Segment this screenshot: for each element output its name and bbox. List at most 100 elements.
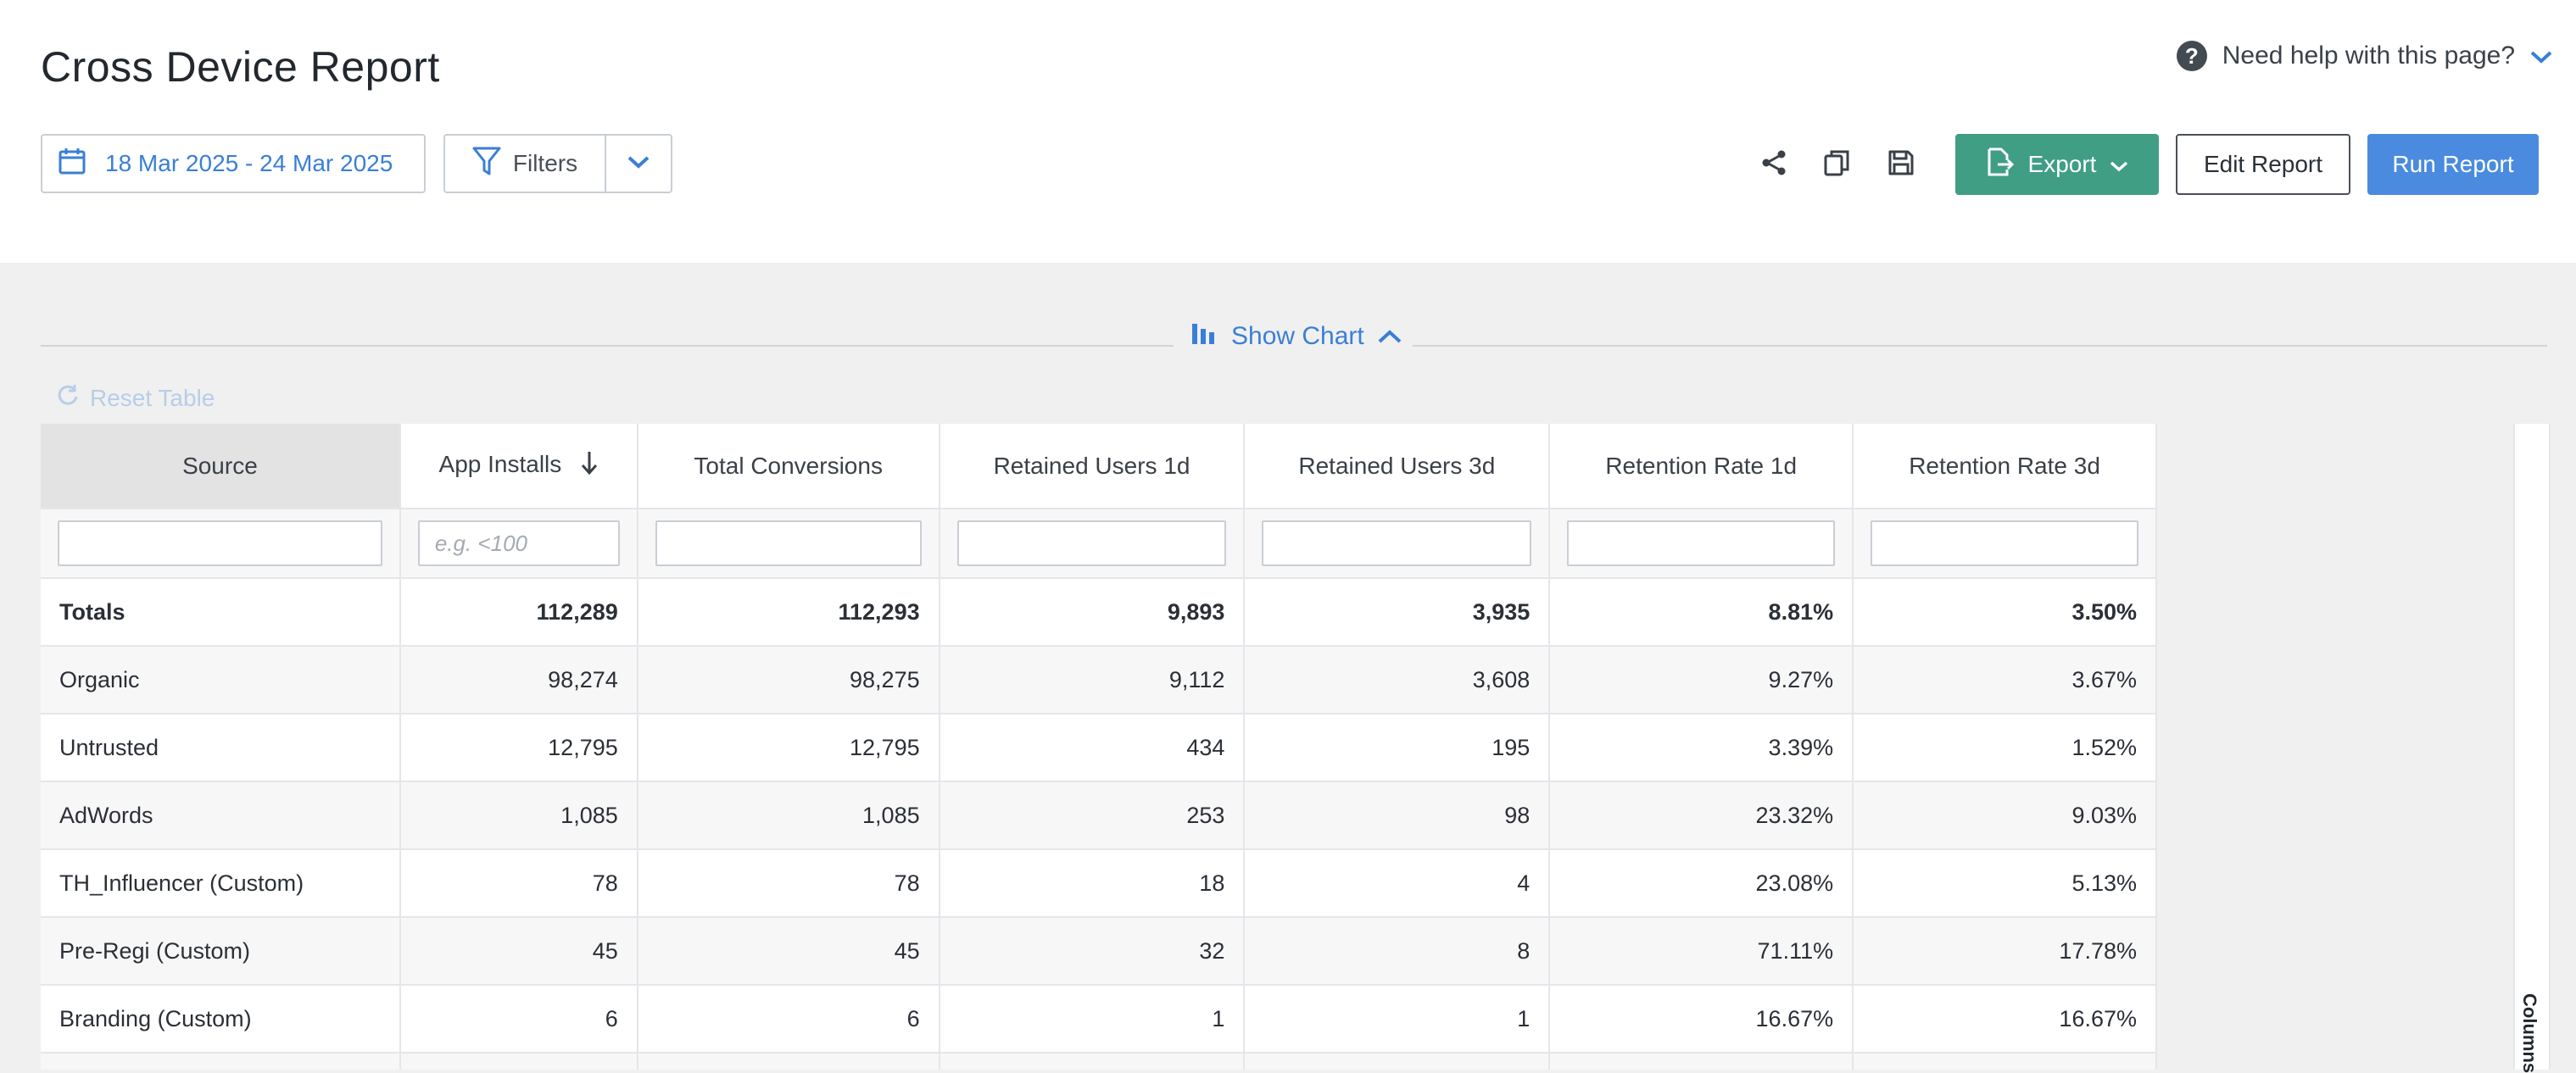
column-header-label: Retention Rate 1d [1605, 452, 1798, 479]
table-cell: 98 [1244, 781, 1551, 850]
reset-table-label: Reset Table [90, 384, 215, 411]
edit-report-button[interactable]: Edit Report [2176, 134, 2350, 195]
filter-icon [472, 146, 501, 182]
table-cell: 45 [399, 917, 638, 986]
export-file-icon [1986, 147, 2015, 183]
table-cell: 1 [939, 985, 1246, 1054]
column-header-label: Retained Users 3d [1298, 452, 1496, 479]
table-row[interactable] [41, 1053, 2157, 1070]
divider [41, 345, 1174, 347]
table-cell: 3.67% [1853, 646, 2157, 714]
retained-users-3d-filter-input[interactable] [1262, 520, 1532, 566]
table-cell: 71.11% [1549, 917, 1854, 986]
column-header-retention-rate-3d[interactable]: Retention Rate 3d [1853, 424, 2157, 509]
table-cell: 4 [1244, 849, 1551, 918]
table-cell: 23.32% [1549, 781, 1854, 850]
table-row[interactable]: Branding (Custom) 6 6 1 1 16.67% 16.67% [41, 985, 2157, 1054]
table-cell [637, 1053, 940, 1070]
date-range-picker[interactable]: 18 Mar 2025 - 24 Mar 2025 [41, 134, 426, 193]
table-cell: 9,112 [939, 646, 1246, 714]
retained-users-1d-filter-input[interactable] [956, 520, 1227, 566]
table-cell: Pre-Regi (Custom) [41, 917, 401, 986]
table-cell: 23.08% [1549, 849, 1854, 918]
chevron-up-icon [1378, 322, 1402, 351]
column-header-retained-users-1d[interactable]: Retained Users 1d [939, 424, 1246, 509]
table-cell: 9.27% [1549, 646, 1854, 714]
column-header-app-installs[interactable]: App Installs [399, 424, 638, 509]
table-cell: 195 [1244, 714, 1551, 782]
chevron-down-icon [2110, 151, 2128, 178]
total-conversions-filter-input[interactable] [655, 520, 922, 566]
reset-table-button[interactable]: Reset Table [56, 383, 215, 413]
table-cell: 12,795 [637, 714, 940, 782]
app-installs-filter-input[interactable] [417, 520, 620, 566]
table-cell: 12,795 [399, 714, 638, 782]
help-text: Need help with this page? [2222, 42, 2515, 69]
column-header-label: Total Conversions [694, 452, 883, 479]
table-cell: 1 [1244, 985, 1551, 1054]
table-cell: 3.50% [1853, 578, 2157, 647]
column-header-total-conversions[interactable]: Total Conversions [637, 424, 940, 509]
table-cell: 3,935 [1244, 578, 1551, 647]
table-row[interactable]: TH_Influencer (Custom) 78 78 18 4 23.08%… [41, 849, 2157, 918]
table-cell: Totals [41, 578, 401, 647]
table-row[interactable]: Organic 98,274 98,275 9,112 3,608 9.27% … [41, 646, 2157, 714]
table-cell [1853, 1053, 2157, 1070]
table-cell [41, 1053, 401, 1070]
run-report-button[interactable]: Run Report [2367, 134, 2539, 195]
divider [1413, 345, 2547, 347]
columns-label: Columns [2519, 993, 2540, 1073]
table-row[interactable]: Untrusted 12,795 12,795 434 195 3.39% 1.… [41, 714, 2157, 782]
duplicate-icon[interactable] [1820, 146, 1854, 180]
bar-chart-icon [1190, 320, 1218, 353]
share-icon[interactable] [1757, 146, 1791, 180]
show-chart-toggle[interactable]: Show Chart [1190, 320, 1402, 353]
source-filter-input[interactable] [58, 520, 382, 566]
table-cell: 6 [637, 985, 940, 1054]
table-cell: Untrusted [41, 714, 401, 782]
table-cell: 5.13% [1853, 849, 2157, 918]
table-cell [1549, 1053, 1854, 1070]
filters-dropdown-button[interactable] [606, 134, 672, 193]
table-row[interactable]: AdWords 1,085 1,085 253 98 23.32% 9.03% [41, 781, 2157, 850]
chevron-down-icon [627, 155, 650, 173]
table-cell: 78 [399, 849, 638, 918]
column-header-source[interactable]: Source [41, 424, 401, 509]
table-cell: 1,085 [399, 781, 638, 850]
filters-button[interactable]: Filters [443, 134, 606, 193]
help-toggle[interactable]: ? Need help with this page? [2176, 41, 2552, 71]
table-cell: TH_Influencer (Custom) [41, 849, 401, 918]
chevron-down-icon [2530, 42, 2552, 70]
help-icon: ? [2176, 41, 2207, 71]
column-header-retention-rate-1d[interactable]: Retention Rate 1d [1549, 424, 1854, 509]
column-header-retained-users-3d[interactable]: Retained Users 3d [1244, 424, 1551, 509]
table-cell: 9,893 [939, 578, 1246, 647]
save-icon[interactable] [1884, 146, 1918, 180]
date-range-label: 18 Mar 2025 - 24 Mar 2025 [105, 150, 393, 176]
export-label: Export [2027, 151, 2097, 177]
table-cell: Organic [41, 646, 401, 714]
refresh-icon [56, 383, 80, 413]
retention-rate-1d-filter-input[interactable] [1567, 520, 1836, 566]
table-cell: 98,274 [399, 646, 638, 714]
table-cell: 112,289 [399, 578, 638, 647]
table-cell: Branding (Custom) [41, 985, 401, 1054]
table-row[interactable]: Pre-Regi (Custom) 45 45 32 8 71.11% 17.7… [41, 917, 2157, 986]
table-cell [1244, 1053, 1551, 1070]
table-cell: 18 [939, 849, 1246, 918]
table-cell: 1,085 [637, 781, 940, 850]
show-chart-label: Show Chart [1231, 322, 1364, 350]
table-cell: 78 [637, 849, 940, 918]
header-row: Source App Installs Total Conversions Re… [41, 424, 2157, 509]
table-cell [939, 1053, 1246, 1070]
retention-rate-3d-filter-input[interactable] [1871, 520, 2138, 566]
table-cell: 253 [939, 781, 1246, 850]
table-cell: 17.78% [1853, 917, 2157, 986]
sort-descending-icon [580, 452, 599, 481]
filters-control: Filters [443, 134, 672, 193]
export-button[interactable]: Export [1955, 134, 2159, 195]
filter-row [41, 509, 2157, 579]
columns-side-panel-tab[interactable]: Columns [2513, 424, 2551, 1073]
totals-row: Totals 112,289 112,293 9,893 3,935 8.81%… [41, 578, 2157, 647]
table-cell: AdWords [41, 781, 401, 850]
